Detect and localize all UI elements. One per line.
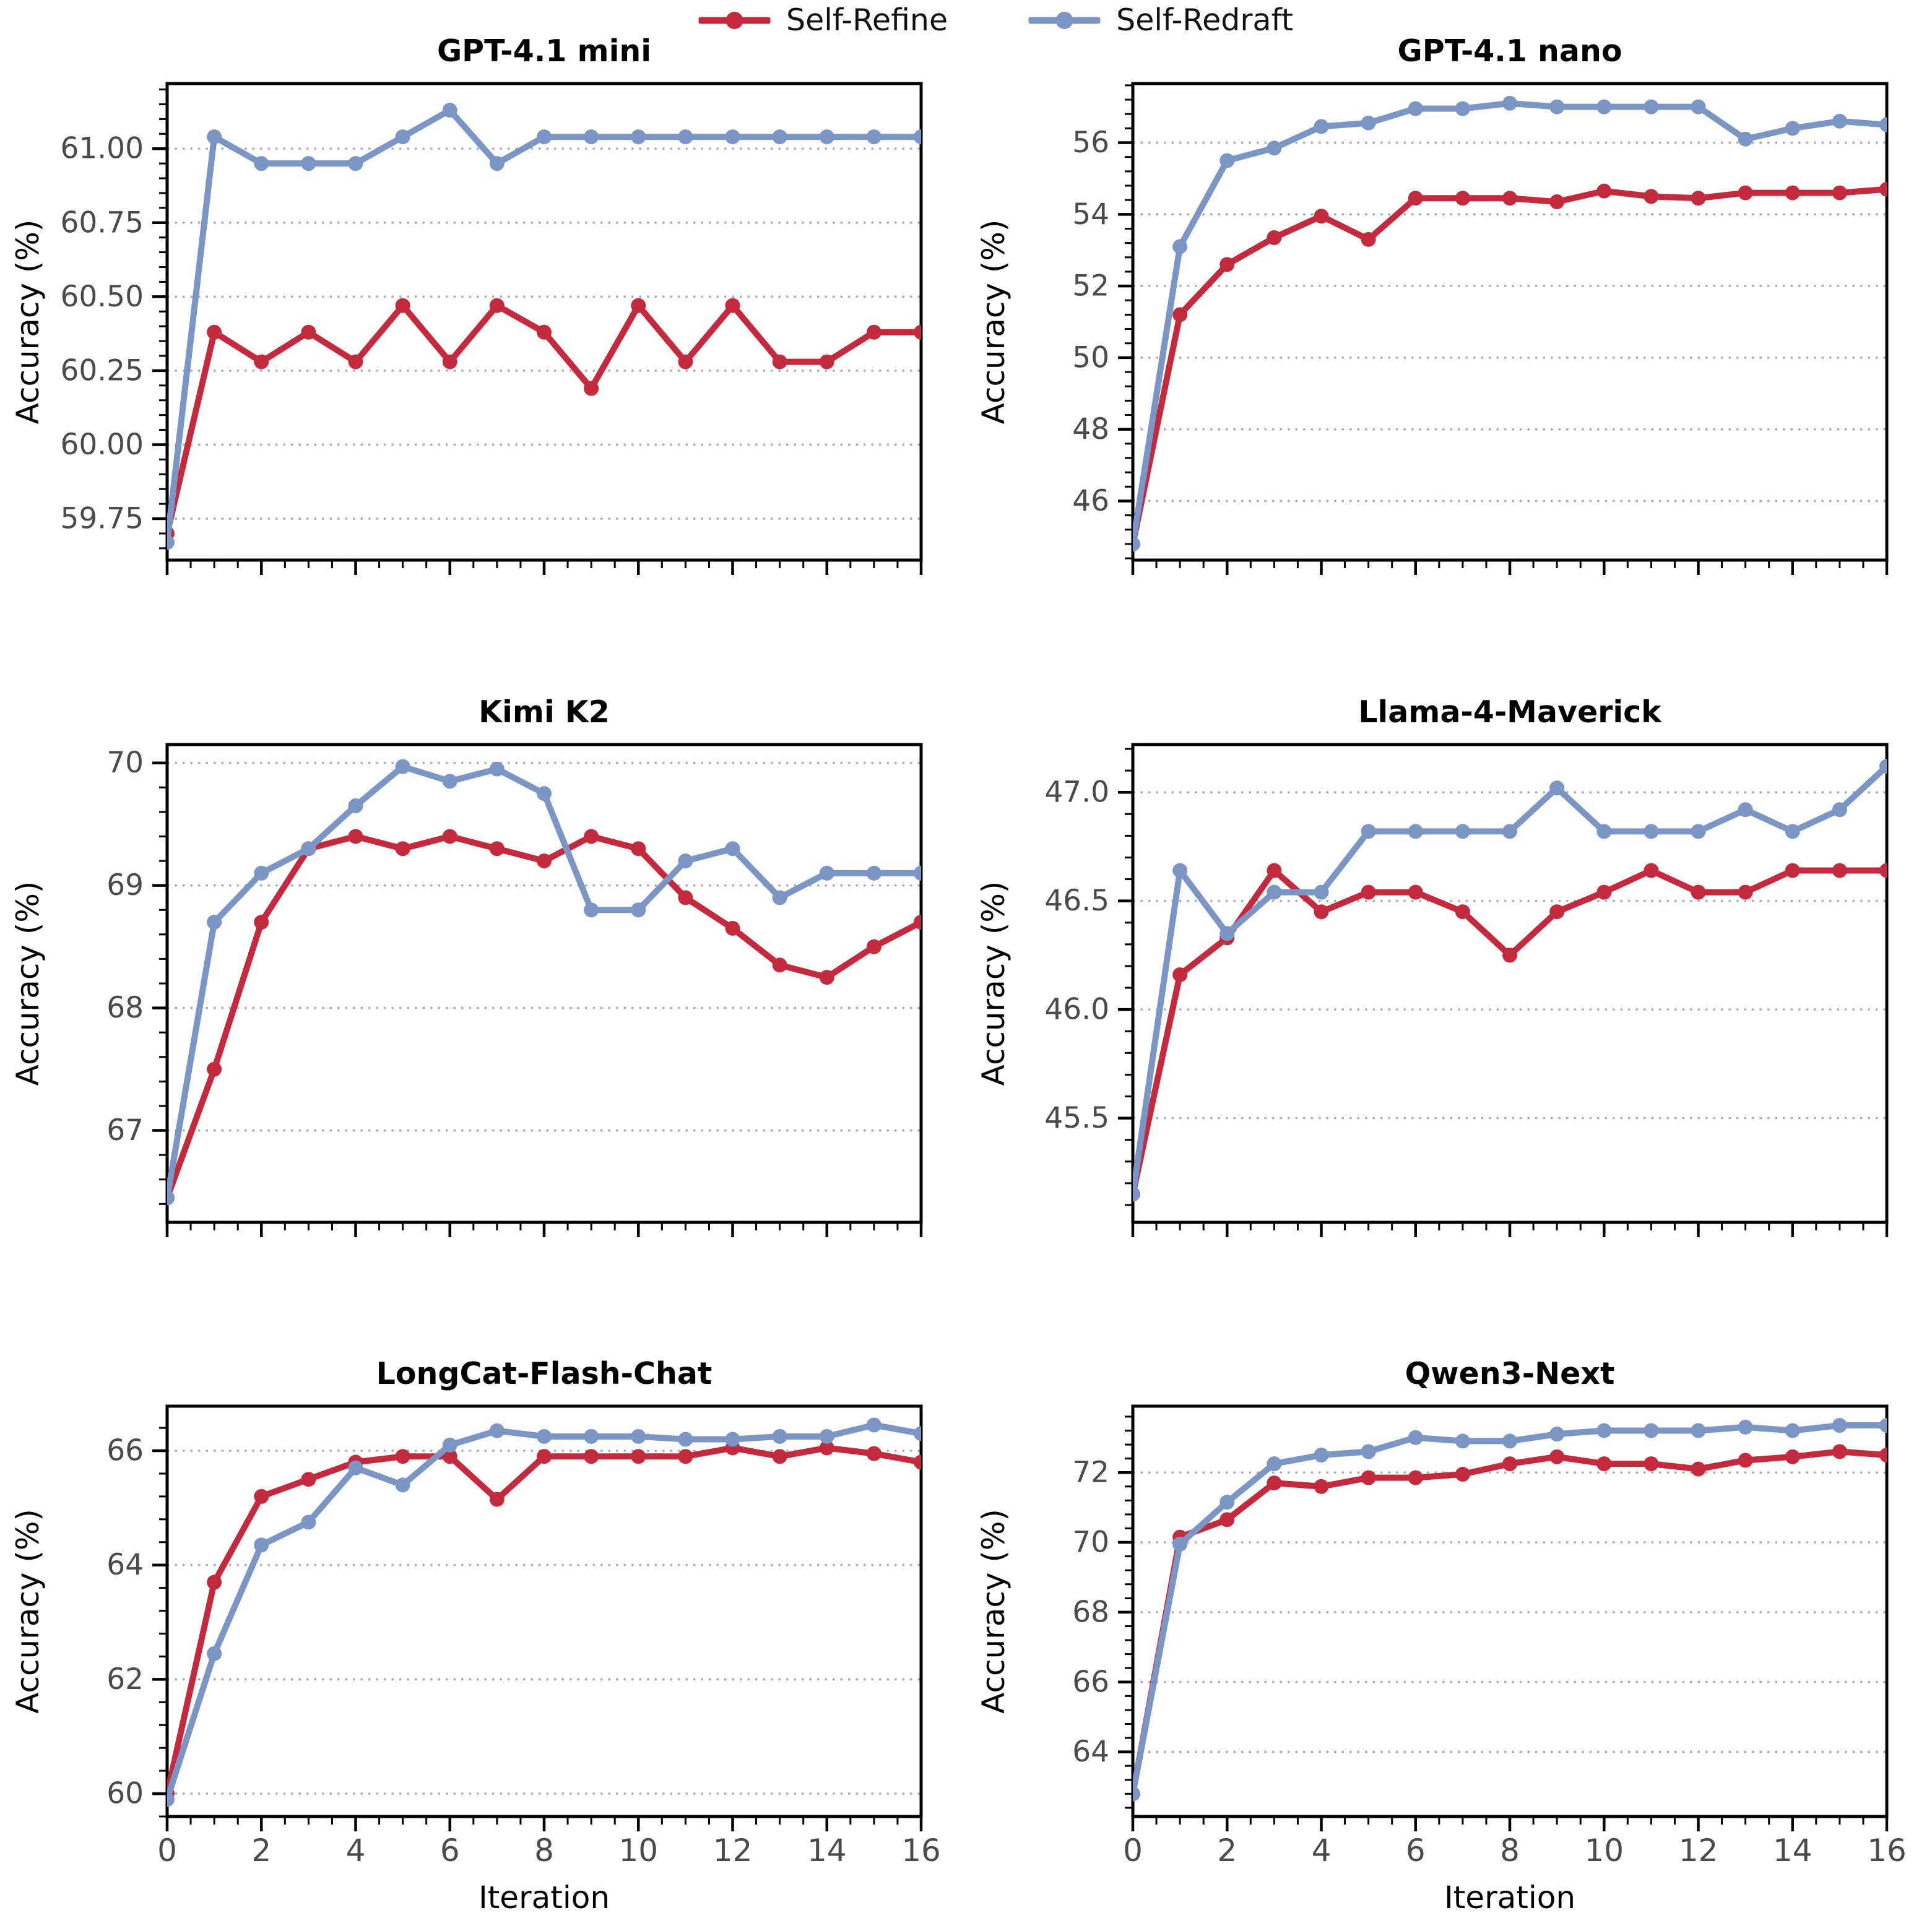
chart-gpt-4-1-mini: 59.75 60.00 60.25 60.50 60.75 61.00 GPT-4.1 mi… [10,33,923,575]
svg-text:59.75: 59.75 [60,502,144,536]
svg-text:0: 0 [157,1833,177,1868]
svg-text:4: 4 [1312,1833,1332,1868]
svg-text:2: 2 [1217,1833,1237,1868]
svg-text:6: 6 [440,1833,460,1868]
subplot-llama-4-maverick: 45.5 46.0 46.5 47.0 Llama-4-Maverick Accuracy… [966,639,1931,1279]
legend-label-self-refine: Self-Refine [786,2,948,38]
subplot-kimi-k2: 67 68 69 70 Kimi K2 Accuracy (%) [0,639,966,1279]
svg-text:Iteration: Iteration [479,1880,610,1916]
svg-text:16: 16 [901,1833,941,1868]
svg-text:61.00: 61.00 [60,132,144,166]
svg-text:LongCat-Flash-Chat: LongCat-Flash-Chat [376,1356,713,1391]
svg-text:16: 16 [1867,1833,1907,1868]
svg-text:46.5: 46.5 [1044,884,1109,918]
chart-gpt-4-1-nano: 46 48 50 52 54 56 GPT-4.1 nano Accuracy (%) [976,33,1889,575]
svg-text:46.0: 46.0 [1044,993,1109,1027]
svg-text:46: 46 [1072,484,1109,518]
legend-label-self-redraft: Self-Redraft [1116,2,1294,38]
svg-text:60.00: 60.00 [60,428,144,462]
line-marker-icon [698,11,770,29]
svg-text:12: 12 [713,1833,753,1868]
svg-text:10: 10 [1584,1833,1624,1868]
svg-text:Accuracy (%): Accuracy (%) [10,881,46,1086]
svg-text:14: 14 [807,1833,847,1868]
svg-text:60: 60 [106,1777,144,1811]
chart-longcat-flash-chat: 60 62 64 66 0 2 4 6 8 10 12 14 16 LongCat-Flash-Chat A… [10,1356,941,1916]
legend: Self-Refine Self-Redraft [698,5,1293,35]
svg-text:47.0: 47.0 [1044,775,1109,810]
svg-text:45.5: 45.5 [1044,1101,1109,1135]
svg-text:70: 70 [106,746,144,780]
legend-item-self-redraft: Self-Redraft [1028,5,1293,35]
subplot-qwen3-next: 64 66 68 70 72 0 2 4 6 8 10 12 14 16 Qwen3-Next Accurac… [966,1279,1931,1918]
svg-text:GPT-4.1 mini: GPT-4.1 mini [437,33,651,69]
chart-kimi-k2: 67 68 69 70 Kimi K2 Accuracy (%) [10,694,923,1237]
svg-text:Accuracy (%): Accuracy (%) [10,1509,46,1714]
svg-text:60.75: 60.75 [60,205,144,240]
svg-text:GPT-4.1 nano: GPT-4.1 nano [1397,33,1622,69]
svg-text:Llama-4-Maverick: Llama-4-Maverick [1358,694,1662,730]
svg-text:14: 14 [1773,1833,1813,1868]
svg-text:69: 69 [106,868,144,902]
svg-text:64: 64 [1072,1735,1109,1769]
svg-text:64: 64 [106,1548,144,1582]
svg-text:12: 12 [1679,1833,1718,1868]
svg-text:70: 70 [1072,1526,1109,1560]
svg-text:8: 8 [534,1833,554,1868]
svg-text:68: 68 [106,991,144,1025]
svg-text:66: 66 [1072,1665,1109,1699]
svg-text:67: 67 [106,1113,144,1147]
svg-text:Accuracy (%): Accuracy (%) [976,1509,1011,1714]
svg-text:Iteration: Iteration [1444,1880,1575,1916]
svg-text:Accuracy (%): Accuracy (%) [976,881,1011,1086]
svg-text:50: 50 [1072,340,1109,374]
svg-text:66: 66 [106,1434,144,1468]
chart-llama-4-maverick: 45.5 46.0 46.5 47.0 Llama-4-Maverick Accuracy… [976,694,1889,1237]
svg-text:Accuracy (%): Accuracy (%) [976,220,1011,425]
svg-text:Qwen3-Next: Qwen3-Next [1405,1356,1615,1391]
svg-text:52: 52 [1072,269,1109,303]
subplot-gpt-4-1-nano: 46 48 50 52 54 56 GPT-4.1 nano Accuracy (%) [966,0,1931,639]
line-marker-icon [1028,11,1101,29]
svg-text:60.25: 60.25 [60,353,144,387]
svg-text:56: 56 [1072,126,1109,160]
svg-text:8: 8 [1500,1833,1520,1868]
legend-item-self-refine: Self-Refine [698,5,948,35]
svg-text:Accuracy (%): Accuracy (%) [10,220,46,425]
svg-text:0: 0 [1123,1833,1143,1868]
svg-text:60.50: 60.50 [60,280,144,314]
svg-text:54: 54 [1072,197,1109,231]
svg-text:Kimi K2: Kimi K2 [479,694,610,730]
svg-text:48: 48 [1072,412,1109,446]
svg-text:4: 4 [346,1833,366,1868]
svg-text:6: 6 [1406,1833,1426,1868]
subplot-gpt-4-1-mini: 59.75 60.00 60.25 60.50 60.75 61.00 GPT-4.1 mi… [0,0,966,639]
subplot-longcat-flash-chat: 60 62 64 66 0 2 4 6 8 10 12 14 16 LongCat-Flash-Chat A… [0,1279,966,1918]
svg-text:2: 2 [251,1833,271,1868]
svg-text:72: 72 [1072,1456,1109,1490]
svg-text:10: 10 [618,1833,658,1868]
svg-text:62: 62 [106,1662,144,1696]
svg-text:68: 68 [1072,1595,1109,1629]
